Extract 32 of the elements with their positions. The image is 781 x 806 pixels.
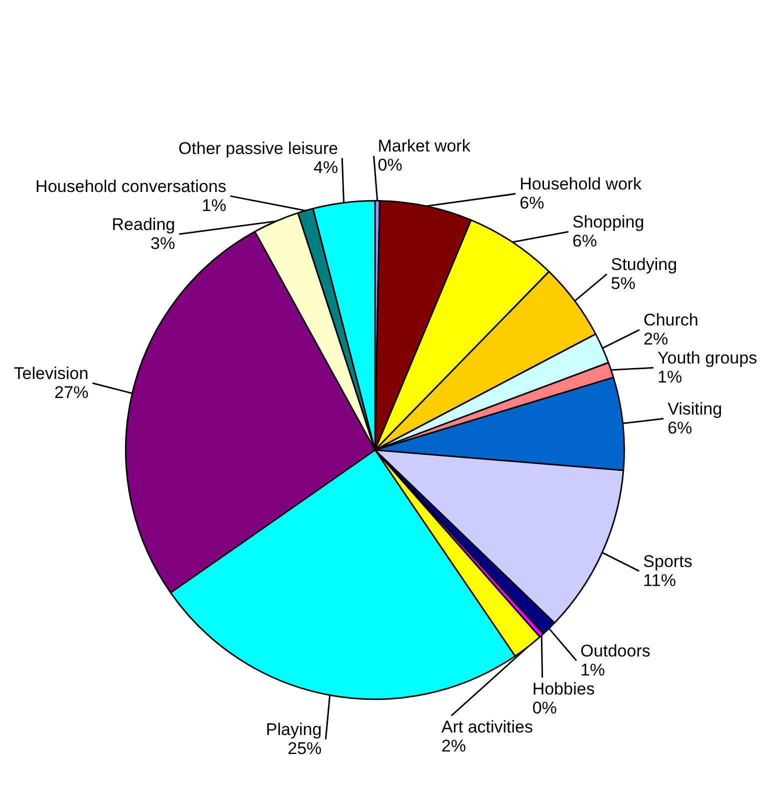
slice-label: Outdoors: [580, 641, 650, 660]
slice-label: Household work: [520, 174, 642, 194]
data-label: 6%: [572, 231, 597, 250]
slice-label: Art activities: [441, 717, 534, 736]
data-label: 4%: [314, 158, 338, 177]
data-label: 25%: [288, 739, 322, 758]
slice-label: Sports: [643, 552, 692, 571]
data-label: 0%: [532, 698, 557, 718]
data-label: 11%: [643, 570, 676, 590]
slice-label: Other passive leisure: [178, 138, 338, 158]
data-label: 6%: [520, 193, 544, 212]
slice-label: Studying: [610, 254, 678, 274]
data-label: 1%: [580, 660, 606, 680]
data-label: 1%: [202, 196, 226, 215]
data-label: 2%: [441, 736, 466, 756]
slice-label: Market work: [378, 136, 471, 156]
slice-label: Youth groups: [658, 348, 758, 368]
data-label: 1%: [658, 367, 682, 386]
slice-label: Reading: [112, 214, 176, 234]
slice-label: Hobbies: [532, 679, 595, 698]
data-label: 0%: [378, 155, 402, 174]
slice-label: Church: [644, 310, 698, 330]
data-label: 3%: [150, 234, 176, 253]
slice-label: Household conversations: [35, 176, 226, 196]
slice-label: Television: [14, 364, 88, 383]
slice-label: Shopping: [572, 212, 644, 232]
data-label: 5%: [610, 274, 636, 293]
slice-label: Visiting: [668, 399, 722, 418]
slice-label: Playing: [266, 720, 322, 740]
data-label: 27%: [54, 382, 88, 402]
data-label: 2%: [644, 329, 668, 348]
data-label: 6%: [668, 418, 692, 438]
